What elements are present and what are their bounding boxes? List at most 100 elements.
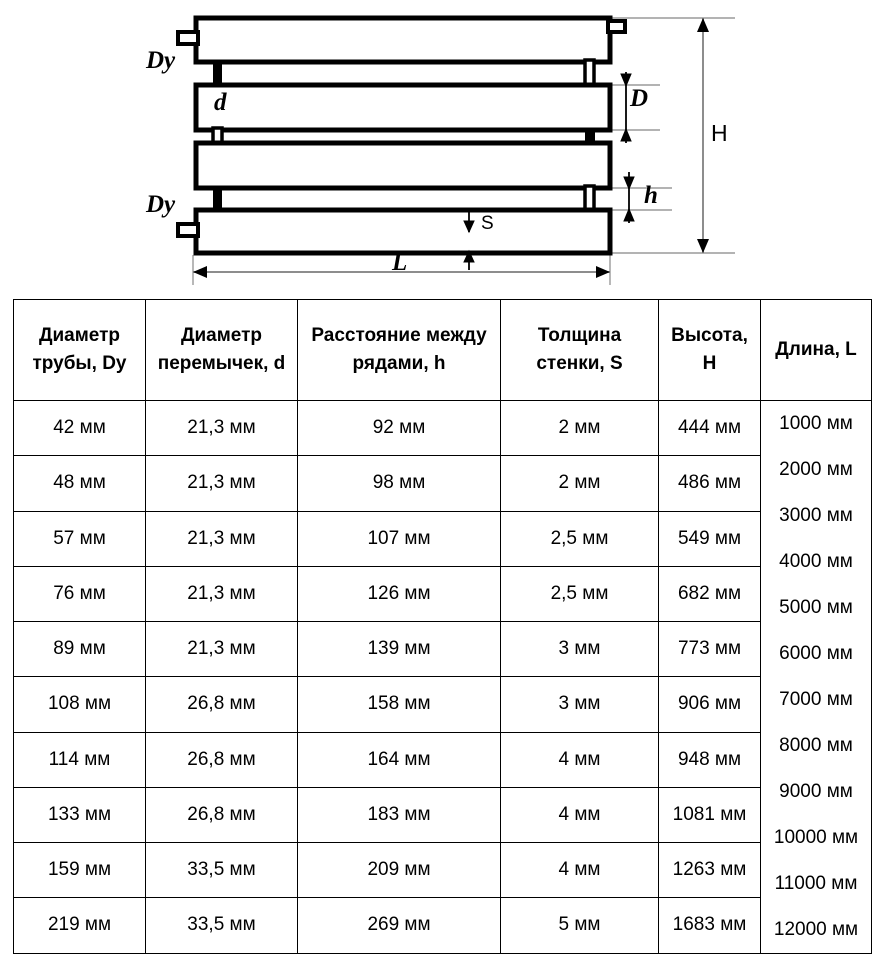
cell-wall-thickness: 2 мм (500, 399, 659, 457)
arrow-D-top (620, 73, 632, 88)
length-value: 4000 мм (779, 550, 853, 572)
dimension-h (623, 172, 635, 223)
cell-height: 948 мм (658, 731, 761, 788)
bridge-left-3 (213, 186, 222, 212)
table-row: 57 мм 21,3 мм 107 мм 2,5 мм 549 мм (13, 510, 872, 567)
cell-height: 444 мм (658, 399, 761, 457)
cell-height: 1263 мм (658, 841, 761, 899)
table-header-row: Диаметр трубы, Dy Диаметр перемычек, d Р… (13, 299, 872, 401)
dimension-H (697, 18, 709, 253)
table-row: 133 мм 26,8 мм 183 мм 4 мм 1081 мм (13, 786, 872, 844)
cell-pipe-diameter: 89 мм (13, 620, 146, 678)
cell-height: 1081 мм (658, 786, 761, 844)
table-row: 89 мм 21,3 мм 139 мм 3 мм 773 мм (13, 620, 872, 678)
arrow-h-top (623, 176, 635, 191)
cell-bridge-diameter: 21,3 мм (145, 399, 298, 457)
column-header-bridge-diameter: Диаметр перемычек, d (145, 299, 298, 401)
length-value: 9000 мм (779, 780, 853, 802)
label-H: H (711, 120, 728, 146)
label-d: d (214, 89, 227, 116)
cell-row-spacing: 126 мм (297, 565, 501, 623)
dimension-S (463, 212, 475, 270)
length-value: 3000 мм (779, 504, 853, 526)
column-header-row-spacing: Расстояние между рядами, h (297, 299, 501, 401)
arrow-S-up (463, 249, 475, 263)
cell-wall-thickness: 4 мм (500, 786, 659, 844)
cell-row-spacing: 92 мм (297, 399, 501, 457)
specifications-table: Диаметр трубы, Dy Диаметр перемычек, d Р… (13, 299, 872, 954)
length-value: 10000 мм (773, 826, 859, 848)
table-row: 108 мм 26,8 мм 158 мм 3 мм 906 мм (13, 676, 872, 733)
cell-height: 682 мм (658, 565, 761, 623)
header-line-2: трубы, Dy (32, 353, 127, 374)
cell-row-spacing: 107 мм (297, 510, 501, 567)
cell-pipe-diameter: 114 мм (13, 731, 146, 788)
bridge-left-1 (213, 60, 222, 87)
length-value: 1000 мм (779, 413, 853, 434)
length-value: 2000 мм (779, 458, 853, 480)
cell-wall-thickness: 5 мм (500, 897, 659, 954)
label-L: L (392, 249, 408, 276)
cell-pipe-diameter: 76 мм (13, 565, 146, 623)
label-dy-bottom: Dy (146, 191, 176, 218)
table-row: 114 мм 26,8 мм 164 мм 4 мм 948 мм (13, 731, 872, 788)
arrow-D-bottom (620, 127, 632, 142)
dimension-L (193, 266, 610, 278)
nozzle-stub-left-bottom (176, 222, 200, 238)
label-S: S (481, 213, 494, 234)
length-value: 5000 мм (779, 596, 853, 618)
cell-pipe-diameter: 48 мм (13, 455, 146, 512)
cell-pipe-diameter: 219 мм (13, 897, 146, 954)
radiator-diagram: Dy Dy d D h H S L (0, 0, 882, 292)
cell-bridge-diameter: 21,3 мм (145, 620, 298, 678)
cell-row-spacing: 269 мм (297, 897, 501, 954)
arrow-H-bottom (697, 239, 709, 253)
cell-length-merged: 1000 мм 2000 мм 3000 мм 4000 мм 5000 мм 6000 … (760, 400, 872, 954)
pipe-row-2 (193, 82, 613, 133)
column-header-wall-thickness: Толщина стенки, S (500, 299, 659, 401)
cell-pipe-diameter: 108 мм (13, 676, 146, 733)
cell-pipe-diameter: 42 мм (13, 399, 146, 457)
nozzle-stub-right-top (606, 19, 627, 34)
cell-height: 549 мм (658, 510, 761, 567)
cell-bridge-diameter: 26,8 мм (145, 731, 298, 788)
column-header-length: Длина, L (760, 299, 872, 401)
cell-wall-thickness: 4 мм (500, 731, 659, 788)
cell-row-spacing: 98 мм (297, 455, 501, 512)
length-value: 11000 мм (774, 872, 858, 894)
cell-row-spacing: 158 мм (297, 676, 501, 733)
cell-pipe-diameter: 159 мм (13, 841, 146, 899)
arrow-L-right (596, 266, 610, 278)
nozzle-stub-left-top (176, 30, 200, 46)
header-line-2: стенки, S (536, 353, 623, 374)
header-line-1: Расстояние между (311, 325, 487, 347)
table-row: 76 мм 21,3 мм 126 мм 2,5 мм 682 мм (13, 565, 872, 623)
cell-height: 486 мм (658, 455, 761, 512)
table-body: 42 мм 21,3 мм 92 мм 2 мм 444 мм 1000 мм 2000 м… (13, 399, 872, 954)
length-value: 7000 мм (779, 688, 853, 710)
cell-wall-thickness: 2,5 мм (500, 565, 659, 623)
cell-height: 773 мм (658, 620, 761, 678)
cell-bridge-diameter: 21,3 мм (145, 510, 298, 567)
arrow-L-left (193, 266, 207, 278)
cell-bridge-diameter: 26,8 мм (145, 786, 298, 844)
cell-row-spacing: 139 мм (297, 620, 501, 678)
cell-bridge-diameter: 26,8 мм (145, 676, 298, 733)
cell-height: 906 мм (658, 676, 761, 733)
cell-pipe-diameter: 57 мм (13, 510, 146, 567)
cell-wall-thickness: 2,5 мм (500, 510, 659, 567)
cell-height: 1683 мм (658, 897, 761, 954)
pipe-row-3 (193, 140, 613, 191)
bridge-right-2 (585, 128, 595, 145)
header-line-2: рядами, h (352, 353, 446, 374)
cell-pipe-diameter: 133 мм (13, 786, 146, 844)
length-value: 6000 мм (779, 642, 853, 664)
pipe-row-1 (176, 15, 627, 65)
length-value: 8000 мм (779, 734, 853, 756)
cell-bridge-diameter: 21,3 мм (145, 455, 298, 512)
table-row: 159 мм 33,5 мм 209 мм 4 мм 1263 мм (13, 841, 872, 899)
header-line-1: Диаметр (180, 325, 263, 347)
cell-wall-thickness: 3 мм (500, 676, 659, 733)
header-line-1: Диаметр (38, 325, 121, 347)
header-line-1: Высота, H (671, 325, 748, 374)
